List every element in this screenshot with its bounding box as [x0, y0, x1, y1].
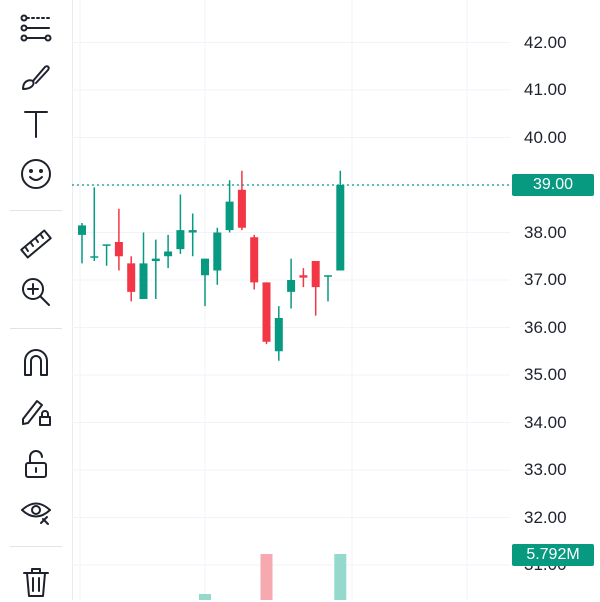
text-tool[interactable]: [12, 104, 60, 144]
volume-tag: 5.792M: [512, 544, 594, 566]
remove-drawings-tool[interactable]: [12, 562, 60, 602]
price-axis-label: 35.00: [524, 365, 567, 384]
volume-bar: [199, 594, 211, 600]
candle-body: [287, 280, 296, 292]
candle-body: [188, 230, 197, 233]
candlestick-chart[interactable]: [72, 0, 600, 600]
price-axis-label: 38.00: [524, 222, 567, 242]
eye-icon: [21, 502, 51, 525]
emoji-tool[interactable]: [12, 154, 60, 194]
toolbar-separator: [10, 546, 62, 547]
price-axis-label: 41.00: [524, 80, 567, 99]
candle-body: [139, 263, 148, 299]
price-axis-label: 40.00: [524, 127, 567, 147]
candle-body: [299, 275, 308, 278]
unlock-icon: [25, 450, 47, 478]
candle-body: [201, 258, 209, 276]
magnet-icon: [24, 349, 48, 376]
lock-drawing-icon: [22, 400, 51, 426]
candle-body: [336, 185, 345, 271]
candle-body: [127, 263, 136, 292]
zoom-in-tool[interactable]: [12, 272, 60, 312]
ruler-tool[interactable]: [12, 224, 60, 264]
candle-body: [225, 201, 234, 231]
candle-body: [114, 242, 123, 257]
candle-body: [176, 230, 185, 250]
price-axis-label: 36.00: [524, 317, 567, 337]
text-icon: [24, 111, 48, 138]
visibility-tool[interactable]: [12, 492, 60, 532]
price-axis-label: 33.00: [524, 460, 567, 479]
unlock-tool[interactable]: [12, 444, 60, 484]
magnet-tool[interactable]: [12, 342, 60, 382]
volume-bar: [334, 554, 347, 600]
brush-tool[interactable]: [12, 56, 60, 96]
candle-body: [311, 261, 320, 288]
ruler-icon: [20, 229, 52, 259]
price-axis-label: 42.00: [524, 32, 567, 52]
candle-body: [250, 237, 259, 283]
price-axis-label: 37.00: [524, 270, 567, 289]
toolbar-separator: [10, 328, 62, 329]
price-axis-label: 43.00: [510, 0, 600, 5]
price-axis-label: 34.00: [524, 412, 567, 432]
candle-body: [262, 282, 271, 342]
drawing-toolbar: [0, 0, 73, 600]
trash-icon: [23, 568, 49, 597]
volume-bar: [260, 554, 273, 600]
candle-body: [90, 256, 99, 258]
candle-body: [151, 258, 160, 261]
current-price-tag: 39.00: [512, 174, 594, 196]
trend-line-icon: [20, 14, 52, 42]
trend-line-tool[interactable]: [12, 8, 60, 48]
candle-body: [324, 275, 332, 277]
toolbar-separator: [10, 210, 62, 211]
emoji-icon: [21, 159, 51, 189]
candle-body: [213, 232, 222, 271]
candle-body: [102, 244, 111, 246]
candle-body: [237, 189, 246, 228]
candle-body: [274, 318, 283, 352]
lock-drawing-tool[interactable]: [12, 392, 60, 432]
zoom-in-icon: [22, 278, 50, 306]
brush-icon: [22, 65, 50, 90]
candle-body: [78, 225, 86, 235]
candle-body: [164, 251, 173, 257]
price-axis-label: 32.00: [524, 507, 567, 527]
